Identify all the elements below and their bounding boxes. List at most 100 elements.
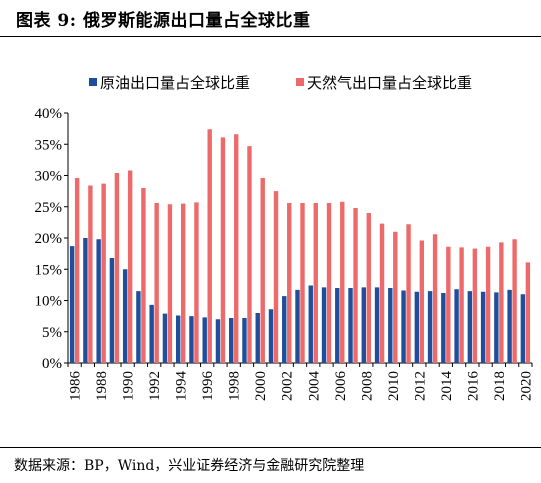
x-tick-label: 1992 [147,371,163,401]
oil-bar [507,289,512,363]
gas-bar [326,203,332,363]
x-tick-label: 1998 [227,371,243,401]
gas-bar [366,213,371,363]
oil-bar [308,285,313,363]
gas-bar [406,224,411,363]
x-tick-label: 1994 [174,371,190,402]
oil-bar [136,291,141,363]
oil-bar [467,291,473,363]
gas-bar [194,202,199,363]
y-tick-label: 40% [35,106,63,122]
gas-bar [353,208,358,363]
x-tick-label: 2010 [386,371,402,401]
gas-bar [247,146,252,363]
gas-bar [472,248,478,363]
oil-bar [215,319,221,363]
x-tick-label: 1986 [68,371,84,402]
oil-bar [348,288,353,363]
oil-bar [414,291,420,363]
y-tick-label: 15% [35,262,63,278]
legend-gas-label: 天然气出口量占全球比重 [307,74,472,92]
gas-bar [220,137,226,363]
y-axis: 0% 5% 10% 15% 20% 25% 30% 35% 40% [35,106,69,372]
y-tick-label: 20% [35,231,63,247]
oil-bar [122,269,128,363]
top-divider [0,36,541,37]
x-tick-label: 1988 [94,371,110,401]
oil-bar [229,318,234,363]
gas-bar [154,203,159,363]
oil-bar [361,287,366,363]
x-tick-label: 2008 [359,371,375,401]
x-tick-label: 2016 [465,371,481,402]
oil-bar [295,289,300,363]
oil-bar [255,313,260,363]
gas-bar [234,134,239,363]
gas-bar [260,178,265,363]
x-tick-label: 2006 [333,371,349,402]
gas-bar [180,203,186,363]
x-tick-label: 2012 [412,371,428,401]
oil-bar [282,296,287,363]
oil-bar [175,315,181,363]
legend-oil-label: 原油出口量占全球比重 [100,74,250,92]
oil-bar [401,290,406,363]
oil-bar [69,246,75,363]
gas-bar [313,203,318,363]
y-tick-label: 30% [35,169,63,185]
x-tick-label: 2014 [439,371,455,402]
bar-chart: 原油出口量占全球比重 天然气出口量占全球比重 0% 5% 10% 15% 20% 25% 3… [35,74,535,402]
oil-bar [162,313,168,363]
oil-bar [96,239,101,363]
oil-bar [374,287,380,363]
x-tick-label: 1990 [121,371,137,401]
x-tick-label: 2018 [492,371,508,401]
gas-bar [499,242,504,363]
oil-bar [480,291,486,363]
gas-bar [485,246,491,363]
oil-bar [520,294,526,363]
y-tick-label: 35% [35,137,63,153]
oil-bar [202,317,207,363]
gas-bar [127,170,133,363]
gas-bar [432,234,438,363]
x-axis: 1986 1988 1990 1992 1994 1996 1998 2000 2002 2004… [67,362,534,402]
y-tick-label: 10% [35,294,63,310]
gas-bar [525,262,531,363]
chart-title: 图表 9: 俄罗斯能源出口量占全球比重 [16,11,311,31]
gas-bar [101,183,106,363]
gas-bar [340,201,345,363]
gas-bar [419,240,425,363]
oil-bar [388,288,393,363]
gas-bar [88,185,93,363]
gas-bar [141,188,146,363]
oil-bar [427,291,433,363]
gas-bar [379,223,385,363]
oil-bar [335,288,340,363]
gas-bar [74,178,80,363]
x-tick-label: 2020 [518,371,534,401]
legend: 原油出口量占全球比重 天然气出口量占全球比重 [89,74,472,92]
oil-bar [321,287,327,363]
x-tick-label: 2000 [253,371,269,401]
y-tick-label: 5% [42,325,62,341]
legend-oil-swatch [89,78,97,86]
y-tick-label: 0% [42,356,62,372]
oil-bar [242,318,247,363]
legend-gas-swatch [296,78,304,86]
oil-bar [454,289,459,363]
gas-bar [512,239,517,363]
oil-bar [494,292,499,363]
gas-bar [167,204,173,363]
oil-bar [441,293,446,363]
bottom-divider [0,447,541,448]
oil-bar [189,316,194,363]
oil-bar [149,304,154,363]
oil-bar [109,258,115,363]
gas-bar [300,203,305,363]
oil-bar [268,309,274,363]
gas-bar [393,231,398,363]
x-tick-label: 1996 [200,371,216,402]
gas-bar [446,246,451,363]
x-tick-label: 2002 [280,371,296,401]
